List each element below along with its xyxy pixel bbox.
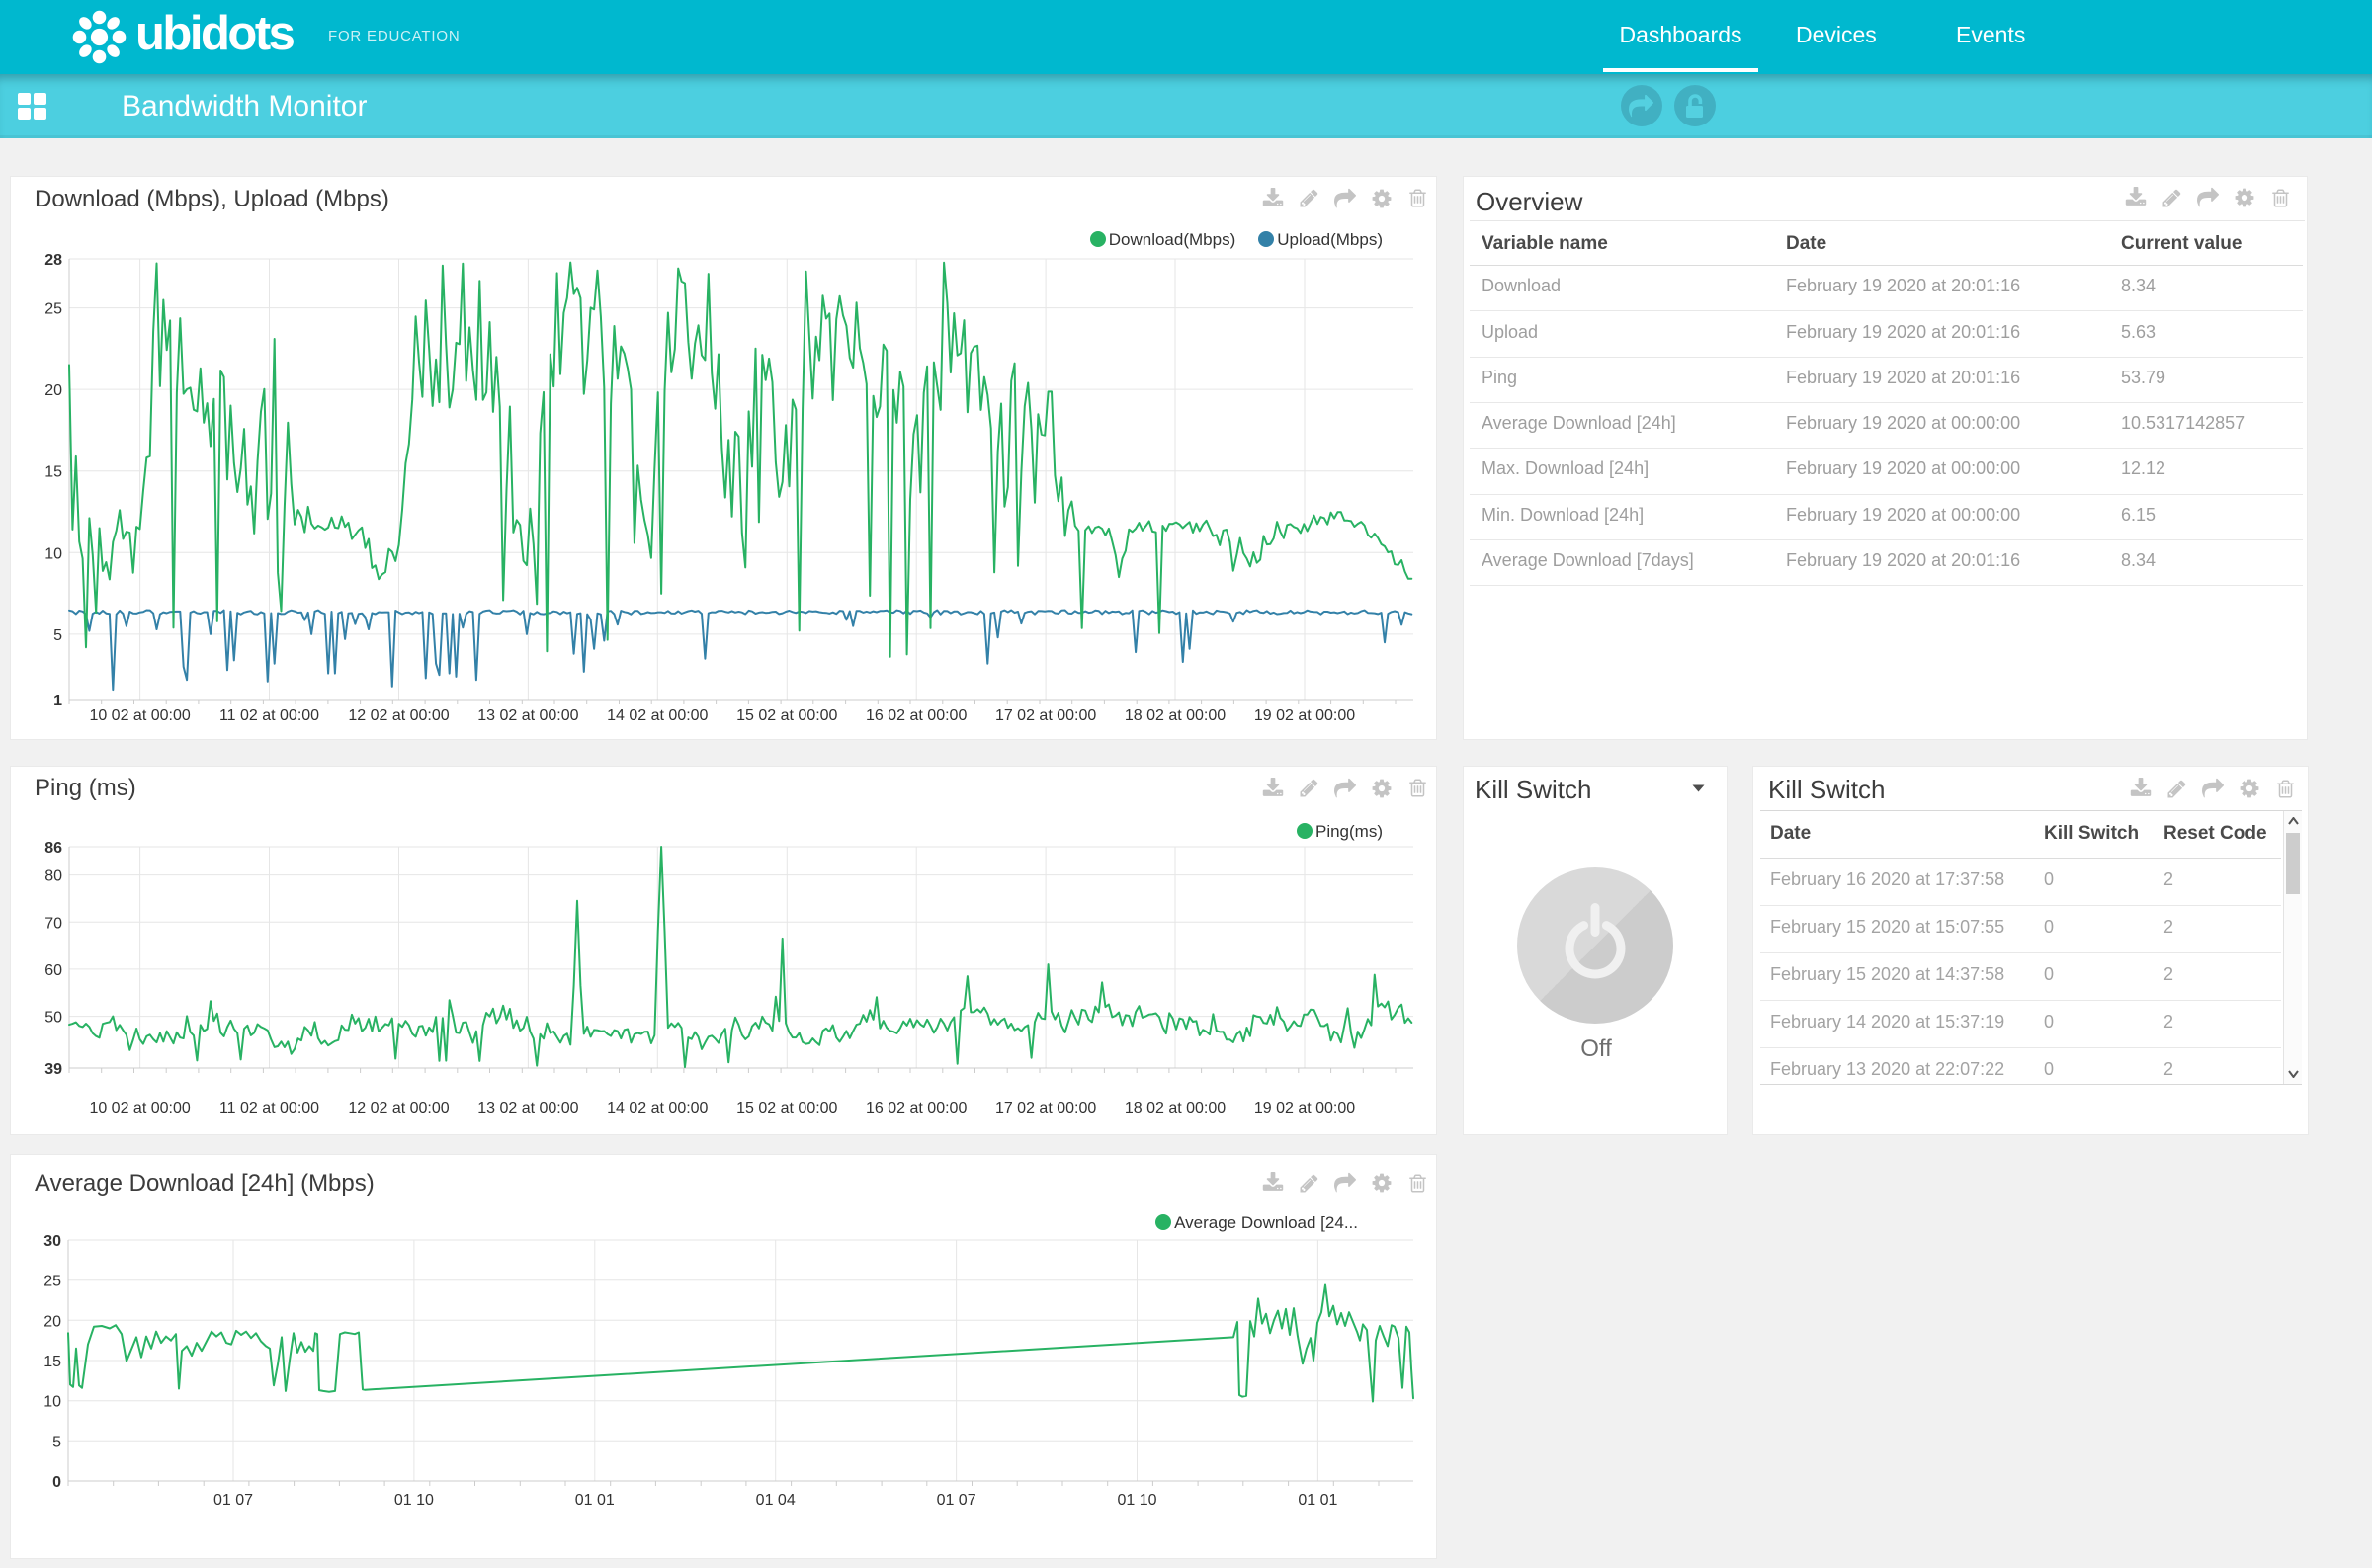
svg-text:28: 28 (44, 252, 62, 269)
svg-text:50: 50 (44, 1010, 62, 1027)
svg-text:01 10: 01 10 (1117, 1492, 1156, 1509)
svg-text:11 02 at 00:00: 11 02 at 00:00 (219, 1100, 319, 1116)
svg-text:12 02 at 00:00: 12 02 at 00:00 (348, 1100, 449, 1116)
svg-text:18 02 at 00:00: 18 02 at 00:00 (1125, 1100, 1226, 1116)
svg-text:15: 15 (43, 1354, 61, 1370)
svg-text:13 02 at 00:00: 13 02 at 00:00 (477, 707, 578, 724)
svg-text:20: 20 (43, 1313, 61, 1330)
svg-text:70: 70 (44, 915, 62, 932)
svg-text:60: 60 (44, 962, 62, 979)
svg-text:5: 5 (52, 1434, 61, 1450)
svg-text:19 02 at 00:00: 19 02 at 00:00 (1254, 1100, 1355, 1116)
svg-text:12 02 at 00:00: 12 02 at 00:00 (348, 707, 449, 724)
svg-text:30: 30 (43, 1233, 61, 1250)
svg-text:01 10: 01 10 (394, 1492, 434, 1509)
svg-text:18 02 at 00:00: 18 02 at 00:00 (1125, 707, 1226, 724)
svg-text:17 02 at 00:00: 17 02 at 00:00 (995, 707, 1096, 724)
svg-text:14 02 at 00:00: 14 02 at 00:00 (607, 707, 708, 724)
svg-text:01 04: 01 04 (756, 1492, 796, 1509)
svg-text:01 07: 01 07 (937, 1492, 976, 1509)
svg-text:19 02 at 00:00: 19 02 at 00:00 (1254, 707, 1355, 724)
svg-text:39: 39 (44, 1061, 62, 1078)
svg-text:80: 80 (44, 868, 62, 885)
svg-text:15: 15 (44, 464, 62, 481)
svg-text:86: 86 (44, 840, 62, 857)
svg-text:10 02 at 00:00: 10 02 at 00:00 (89, 707, 190, 724)
svg-text:10: 10 (43, 1394, 61, 1411)
svg-text:01 07: 01 07 (213, 1492, 253, 1509)
svg-text:25: 25 (43, 1274, 61, 1290)
svg-text:15 02 at 00:00: 15 02 at 00:00 (736, 707, 837, 724)
svg-text:10 02 at 00:00: 10 02 at 00:00 (89, 1100, 190, 1116)
svg-text:01 01: 01 01 (575, 1492, 615, 1509)
svg-text:15 02 at 00:00: 15 02 at 00:00 (736, 1100, 837, 1116)
svg-text:17 02 at 00:00: 17 02 at 00:00 (995, 1100, 1096, 1116)
svg-text:14 02 at 00:00: 14 02 at 00:00 (607, 1100, 708, 1116)
svg-text:10: 10 (44, 545, 62, 562)
svg-text:16 02 at 00:00: 16 02 at 00:00 (866, 1100, 967, 1116)
svg-text:11 02 at 00:00: 11 02 at 00:00 (219, 707, 319, 724)
svg-text:5: 5 (53, 627, 62, 644)
svg-text:20: 20 (44, 382, 62, 399)
svg-text:0: 0 (52, 1474, 61, 1491)
svg-text:25: 25 (44, 301, 62, 318)
svg-text:16 02 at 00:00: 16 02 at 00:00 (866, 707, 967, 724)
svg-text:1: 1 (53, 693, 62, 709)
svg-text:01 01: 01 01 (1298, 1492, 1337, 1509)
svg-text:13 02 at 00:00: 13 02 at 00:00 (477, 1100, 578, 1116)
